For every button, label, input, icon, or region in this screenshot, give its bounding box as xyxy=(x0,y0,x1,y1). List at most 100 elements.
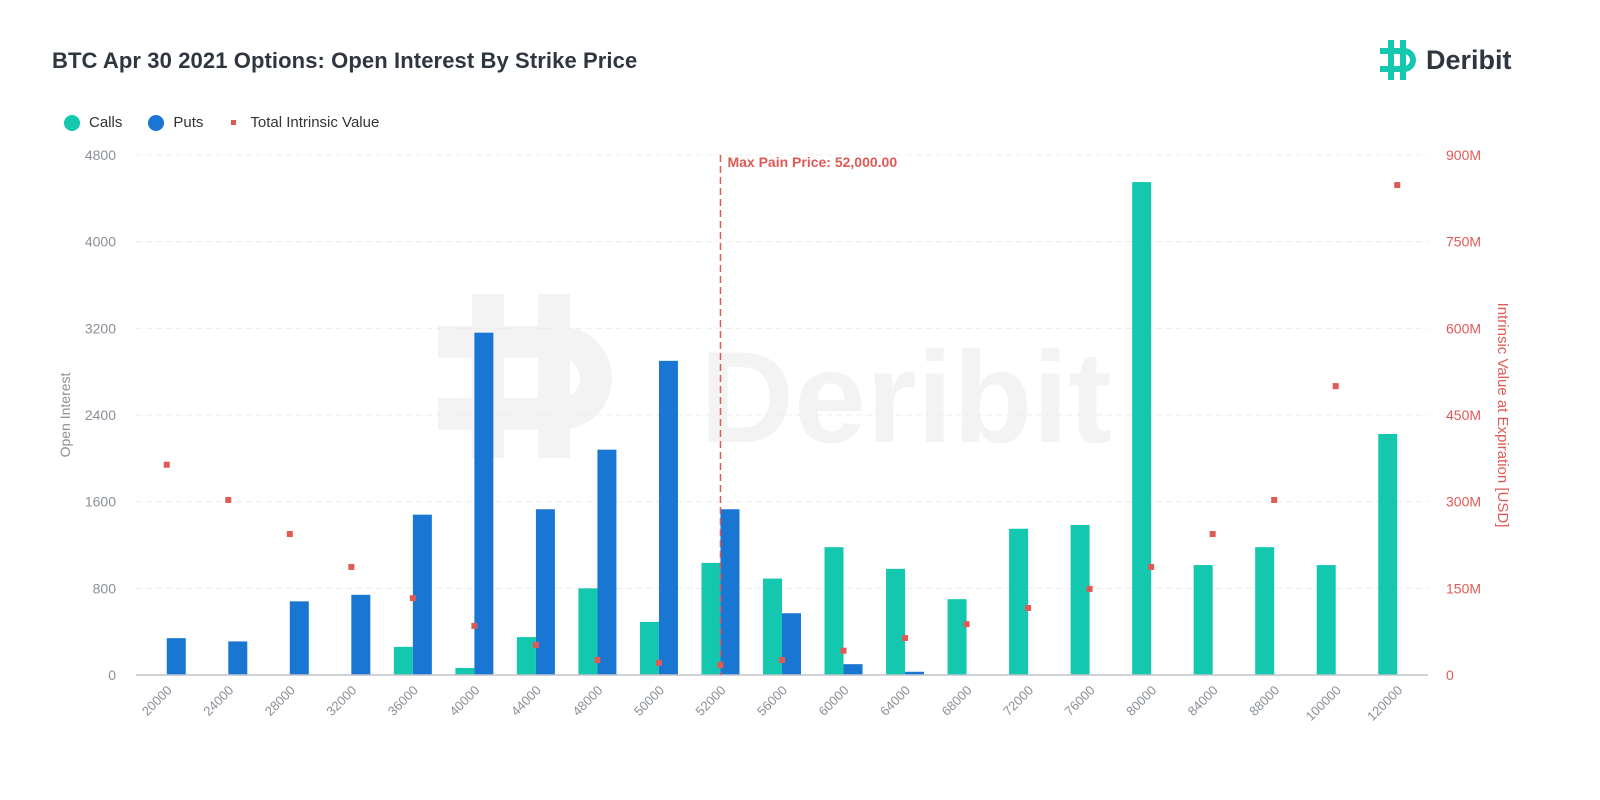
intrinsic-value-point[interactable] xyxy=(1394,182,1401,189)
put-bar[interactable] xyxy=(166,638,186,675)
y-tick-label: 3200 xyxy=(85,320,116,336)
y2-tick-label: 300M xyxy=(1446,494,1481,510)
intrinsic-value-series xyxy=(163,182,1401,669)
put-bar[interactable] xyxy=(843,664,863,675)
x-tick-label: 50000 xyxy=(631,683,667,719)
intrinsic-value-point[interactable] xyxy=(1332,383,1339,390)
x-tick-label: 24000 xyxy=(200,683,236,719)
x-tick-label: 36000 xyxy=(385,683,421,719)
call-bar[interactable] xyxy=(393,646,413,675)
x-tick-label: 100000 xyxy=(1303,683,1344,724)
x-tick-label: 88000 xyxy=(1246,683,1282,719)
call-bar[interactable] xyxy=(1070,524,1090,675)
intrinsic-value-point[interactable] xyxy=(779,656,785,663)
x-tick-label: 72000 xyxy=(1000,683,1036,719)
call-bar[interactable] xyxy=(639,621,659,675)
x-tick-label: 52000 xyxy=(692,683,728,719)
call-bar[interactable] xyxy=(455,667,475,675)
put-bar[interactable] xyxy=(905,671,925,675)
intrinsic-value-point[interactable] xyxy=(163,461,170,468)
call-bar[interactable] xyxy=(1316,565,1336,675)
logo-text: Deribit xyxy=(1426,44,1512,75)
x-tick-label: 20000 xyxy=(139,683,175,719)
x-tick-label: 68000 xyxy=(939,683,975,719)
call-bar[interactable] xyxy=(701,562,721,675)
legend-label: Total Intrinsic Value xyxy=(250,114,380,131)
call-bar[interactable] xyxy=(516,637,536,675)
legend-label: Puts xyxy=(173,114,204,131)
legend-intrinsic-icon xyxy=(231,120,237,125)
legend-label: Calls xyxy=(89,114,123,131)
watermark-logo-icon xyxy=(438,294,612,458)
y-tick-label: 4800 xyxy=(85,147,116,163)
intrinsic-value-point[interactable] xyxy=(286,531,293,538)
intrinsic-value-point[interactable] xyxy=(655,659,662,666)
call-bar[interactable] xyxy=(578,588,598,675)
legend-item-puts[interactable]: Puts xyxy=(148,114,203,131)
legend-puts-icon xyxy=(148,114,165,131)
x-tick-label: 28000 xyxy=(262,683,298,719)
intrinsic-value-point[interactable] xyxy=(1271,496,1278,503)
max-pain-label: Max Pain Price: 52,000.00 xyxy=(727,154,897,170)
watermark-text: Deribit xyxy=(700,324,1112,470)
put-bar[interactable] xyxy=(720,509,740,675)
put-bar[interactable] xyxy=(782,613,801,675)
call-bar[interactable] xyxy=(1378,433,1398,675)
y-tick-label: 1600 xyxy=(85,494,116,510)
intrinsic-value-point[interactable] xyxy=(348,563,355,570)
x-tick-label: 84000 xyxy=(1185,683,1221,719)
x-tick-label: 120000 xyxy=(1364,683,1405,724)
intrinsic-value-point[interactable] xyxy=(225,496,232,503)
x-tick-label: 56000 xyxy=(754,683,790,719)
y-tick-label: 4000 xyxy=(85,234,116,250)
put-bar[interactable] xyxy=(535,509,555,675)
intrinsic-value-point[interactable] xyxy=(532,641,539,648)
put-bar[interactable] xyxy=(597,449,617,675)
x-tick-label: 76000 xyxy=(1062,683,1098,719)
intrinsic-value-point[interactable] xyxy=(840,647,847,654)
y2-tick-label: 600M xyxy=(1446,320,1481,336)
legend-item-intrinsic-value[interactable]: Total Intrinsic Value xyxy=(229,114,379,131)
intrinsic-value-point[interactable] xyxy=(963,621,970,628)
call-bar[interactable] xyxy=(1255,547,1275,675)
deribit-logo-icon xyxy=(1380,40,1416,80)
call-bar[interactable] xyxy=(947,599,967,675)
x-tick-label: 80000 xyxy=(1123,683,1159,719)
x-tick-label: 44000 xyxy=(508,683,544,719)
watermark: Deribit xyxy=(438,294,1112,470)
put-bar[interactable] xyxy=(228,641,248,675)
put-bar[interactable] xyxy=(289,601,309,675)
intrinsic-value-point[interactable] xyxy=(1148,563,1155,570)
intrinsic-value-point[interactable] xyxy=(902,635,909,642)
y-tick-label: 2400 xyxy=(85,407,116,423)
call-bar[interactable] xyxy=(1132,182,1152,676)
put-bar[interactable] xyxy=(351,594,371,675)
intrinsic-value-point[interactable] xyxy=(1086,585,1093,592)
deribit-logo: Deribit xyxy=(1380,40,1512,80)
chart-title: BTC Apr 30 2021 Options: Open Interest B… xyxy=(52,48,638,73)
intrinsic-value-point[interactable] xyxy=(409,595,416,602)
put-bar[interactable] xyxy=(658,360,678,675)
y2-tick-label: 0 xyxy=(1446,667,1454,683)
x-tick-label: 64000 xyxy=(877,683,913,719)
legend: Calls Puts Total Intrinsic Value xyxy=(64,114,405,131)
intrinsic-value-point[interactable] xyxy=(594,656,601,663)
intrinsic-value-point[interactable] xyxy=(471,622,478,629)
intrinsic-value-point[interactable] xyxy=(1025,604,1032,611)
x-tick-label: 32000 xyxy=(323,683,359,719)
bar-series xyxy=(166,182,1398,676)
x-tick-label: 60000 xyxy=(815,683,851,719)
call-bar[interactable] xyxy=(1009,528,1029,675)
call-bar[interactable] xyxy=(1193,565,1213,675)
call-bar[interactable] xyxy=(886,568,906,675)
intrinsic-value-point[interactable] xyxy=(1209,531,1216,538)
legend-item-calls[interactable]: Calls xyxy=(64,114,122,131)
put-bar[interactable] xyxy=(412,514,432,675)
y-tick-label: 0 xyxy=(108,667,116,683)
call-bar[interactable] xyxy=(763,578,782,675)
put-bar[interactable] xyxy=(474,332,494,675)
legend-calls-icon xyxy=(64,114,80,131)
x-tick-label: 48000 xyxy=(569,683,605,719)
call-bar[interactable] xyxy=(824,547,844,675)
x-tick-label: 40000 xyxy=(446,683,482,719)
